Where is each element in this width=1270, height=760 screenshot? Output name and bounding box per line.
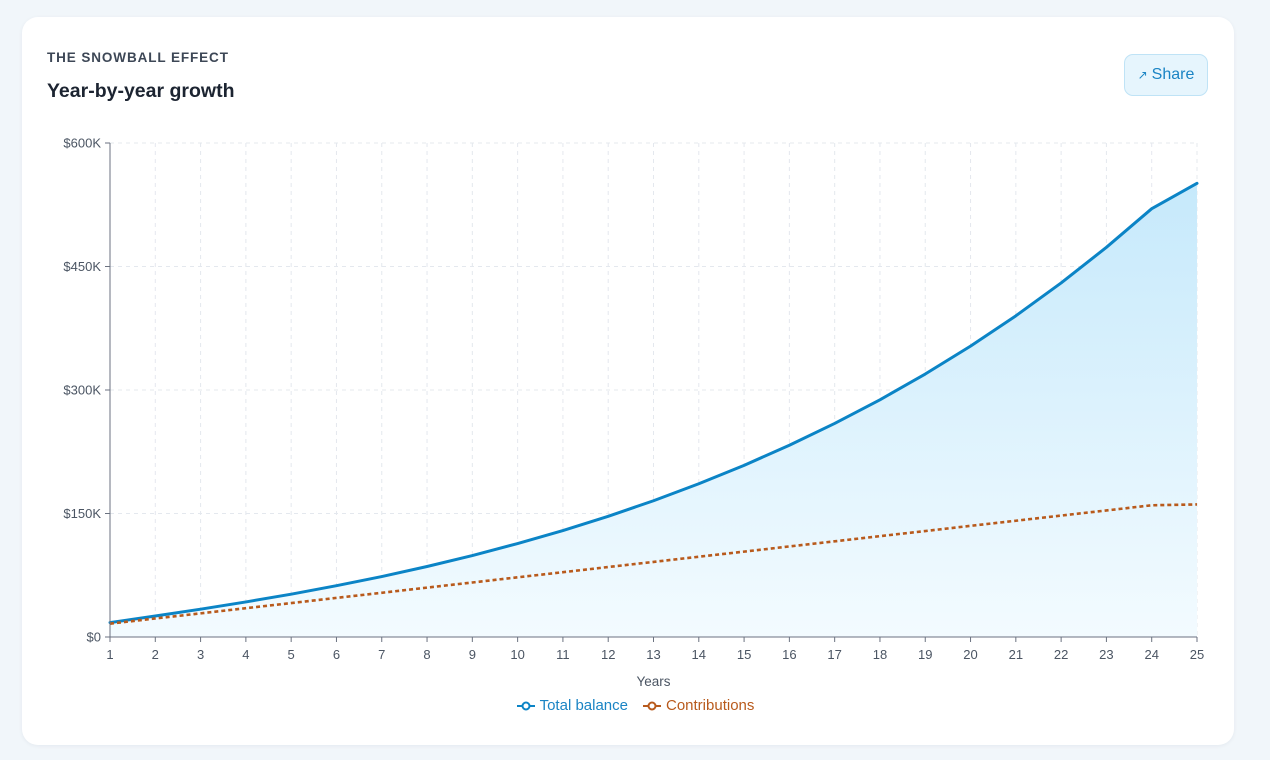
data-point-contributions [515, 574, 521, 580]
share-button-label: Share [1151, 66, 1195, 83]
data-point-total-balance [560, 528, 566, 534]
data-point-contributions [832, 538, 838, 544]
x-tick-label: 8 [423, 647, 430, 662]
x-tick-label: 2 [152, 647, 159, 662]
data-point-total-balance [379, 574, 385, 580]
x-tick-label: 11 [556, 647, 570, 662]
x-tick-label: 24 [1144, 647, 1158, 662]
data-point-contributions [469, 579, 475, 585]
data-point-contributions [696, 554, 702, 560]
data-point-total-balance [922, 371, 928, 377]
legend-marker-contributions [643, 701, 661, 710]
chart-legend: Total balance Contributions [0, 697, 1270, 714]
data-point-total-balance [741, 462, 747, 468]
data-point-total-balance [877, 397, 883, 403]
x-tick-label: 19 [918, 647, 932, 662]
data-point-contributions [1149, 502, 1155, 508]
x-tick-label: 17 [827, 647, 841, 662]
data-point-total-balance [696, 481, 702, 487]
data-point-contributions [922, 528, 928, 534]
y-tick-label: $300K [63, 383, 101, 398]
x-tick-label: 23 [1099, 647, 1113, 662]
x-axis-title: Years [636, 674, 670, 689]
x-tick-label: 25 [1190, 647, 1204, 662]
data-point-contributions [1058, 513, 1064, 519]
data-point-total-balance [469, 553, 475, 559]
y-tick-label: $450K [63, 259, 101, 274]
legend-label-contributions: Contributions [666, 697, 755, 714]
data-point-contributions [786, 543, 792, 549]
data-point-total-balance [1149, 206, 1155, 212]
data-point-total-balance [605, 513, 611, 519]
data-point-total-balance [1058, 280, 1064, 286]
data-point-total-balance [333, 583, 339, 589]
data-point-total-balance [243, 599, 249, 605]
data-point-total-balance [651, 498, 657, 504]
data-point-contributions [333, 595, 339, 601]
x-tick-label: 1 [106, 647, 113, 662]
data-point-contributions [1194, 501, 1200, 507]
data-point-total-balance [1013, 313, 1019, 319]
x-tick-label: 18 [873, 647, 887, 662]
series-lines [108, 180, 1200, 625]
legend-marker-total-balance [516, 701, 535, 710]
data-point-total-balance [1103, 244, 1109, 250]
data-point-total-balance [786, 442, 792, 448]
balance-area-fill [110, 183, 1197, 638]
x-tick-label: 5 [288, 647, 295, 662]
data-point-contributions [243, 605, 249, 611]
data-point-contributions [877, 533, 883, 539]
x-tick-label: 15 [737, 647, 751, 662]
y-tick-label: $0 [87, 630, 101, 645]
x-tick-label: 4 [242, 647, 249, 662]
legend-item-total-balance[interactable]: Total balance [516, 697, 628, 714]
data-point-contributions [1103, 507, 1109, 513]
data-point-contributions [968, 523, 974, 529]
data-point-contributions [424, 585, 430, 591]
x-tick-label: 13 [646, 647, 660, 662]
series-line-total-balance [108, 181, 1199, 625]
y-tick-label: $150K [63, 506, 101, 521]
data-point-contributions [741, 549, 747, 555]
series-line-contributions [109, 503, 1198, 625]
x-tick-label: 10 [510, 647, 524, 662]
data-point-contributions [560, 569, 566, 575]
x-tick-label: 16 [782, 647, 796, 662]
share-button[interactable]: ↗ Share [1124, 54, 1208, 96]
data-point-total-balance [968, 343, 974, 349]
x-tick-label: 9 [469, 647, 476, 662]
chart-eyebrow: THE SNOWBALL EFFECT [47, 50, 229, 65]
data-point-contributions [651, 559, 657, 565]
x-tick-label: 14 [692, 647, 706, 662]
balance-area [110, 183, 1197, 638]
data-point-total-balance [424, 564, 430, 570]
data-point-total-balance [1194, 180, 1200, 186]
legend-item-contributions[interactable]: Contributions [642, 697, 754, 714]
data-point-contributions [198, 610, 204, 616]
x-tick-label: 22 [1054, 647, 1068, 662]
data-point-contributions [152, 615, 158, 621]
legend-label-total-balance: Total balance [539, 697, 628, 714]
x-tick-label: 7 [378, 647, 385, 662]
x-tick-label: 21 [1009, 647, 1023, 662]
data-point-total-balance [288, 591, 294, 597]
x-tick-label: 20 [963, 647, 977, 662]
y-tick-label: $600K [63, 136, 101, 151]
x-tick-label: 6 [333, 647, 340, 662]
data-point-contributions [379, 590, 385, 596]
chart-title: Year-by-year growth [47, 80, 235, 102]
data-point-total-balance [832, 420, 838, 426]
data-point-contributions [1013, 518, 1019, 524]
data-point-contributions [288, 600, 294, 606]
x-tick-label: 12 [601, 647, 615, 662]
data-point-contributions [605, 564, 611, 570]
share-arrow-icon: ↗ [1137, 68, 1148, 82]
data-point-total-balance [515, 541, 521, 547]
x-tick-label: 3 [197, 647, 204, 662]
